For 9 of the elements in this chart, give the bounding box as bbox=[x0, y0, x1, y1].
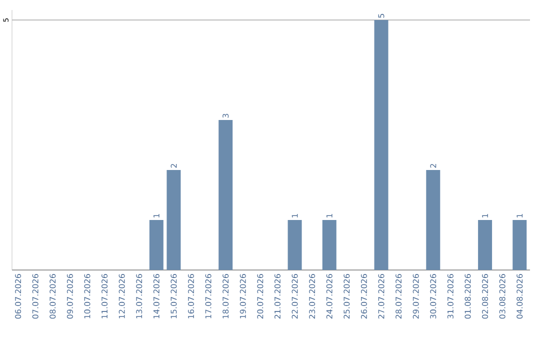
bar bbox=[288, 220, 302, 270]
bar bbox=[478, 220, 492, 270]
bar bbox=[374, 20, 388, 270]
bar bbox=[322, 220, 336, 270]
bar bbox=[426, 170, 440, 270]
bar bbox=[218, 120, 233, 270]
bar bbox=[149, 220, 164, 270]
bar bbox=[512, 220, 527, 270]
bar bbox=[166, 170, 181, 270]
